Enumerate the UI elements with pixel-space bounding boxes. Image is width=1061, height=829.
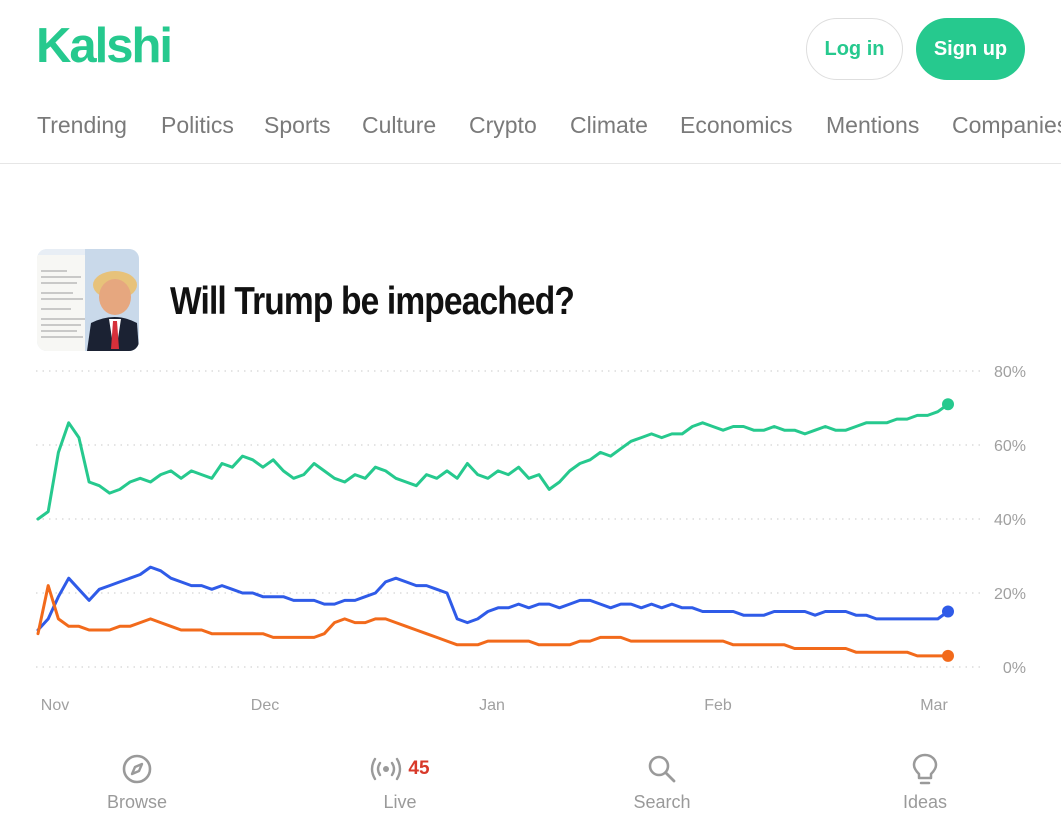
nav-item-crypto[interactable]: Crypto [469,112,537,138]
x-tick-label: Feb [704,697,732,714]
x-tick-label: Nov [41,697,69,714]
browse-label: Browse [106,792,168,812]
series-line-0 [36,402,950,521]
series-end-point-2[interactable] [942,649,954,662]
live-icon-row: 45 [330,752,470,786]
search-icon [592,752,732,786]
browse-tab[interactable]: Browse [67,752,207,813]
nav-item-economics[interactable]: Economics [680,112,793,138]
x-tick-label: Dec [251,697,279,714]
y-tick-label: 20% [994,586,1026,603]
ideas-tab[interactable]: Ideas [855,752,995,813]
login-button[interactable]: Log in [806,18,903,80]
nav-item-climate[interactable]: Climate [570,112,648,138]
live-label: Live [383,792,417,812]
series-end-point-1[interactable] [942,605,954,618]
series-line-1 [36,565,950,632]
nav-item-politics[interactable]: Politics [161,112,234,138]
trump-document-thumbnail-icon [37,249,139,351]
bottom-nav: Browse 45 Live Search Ideas [0,740,1061,829]
market-title: Will Trump be impeached? [170,280,575,323]
category-nav: Trending Politics Sports Culture Crypto … [0,112,1061,146]
market-thumbnail[interactable] [37,249,139,351]
compass-icon [67,752,207,786]
x-tick-label: Mar [920,697,948,714]
top-header: Kalshi Log in Sign up Trending Politics … [0,0,1061,164]
nav-item-trending[interactable]: Trending [37,112,127,138]
x-tick-label: Jan [479,697,505,714]
live-count-badge: 45 [408,758,430,779]
nav-item-mentions[interactable]: Mentions [826,112,920,138]
search-label: Search [633,792,691,812]
probability-chart: 80% 60% 40% 20% 0% Nov Dec Jan Feb Mar [36,364,1026,714]
nav-item-sports[interactable]: Sports [264,112,331,138]
nav-item-companies[interactable]: Companies [952,112,1061,138]
y-tick-label: 0% [1003,660,1026,677]
search-tab[interactable]: Search [592,752,732,813]
ideas-label: Ideas [902,792,948,812]
broadcast-icon [371,757,402,781]
live-tab[interactable]: 45 Live [330,752,470,813]
y-tick-label: 60% [994,438,1026,455]
series-end-point-0[interactable] [942,398,954,411]
signup-button[interactable]: Sign up [916,18,1025,80]
kalshi-logo[interactable]: Kalshi [36,19,173,73]
lightbulb-icon [855,752,995,786]
nav-item-culture[interactable]: Culture [362,112,437,138]
y-tick-label: 80% [994,364,1026,381]
y-tick-label: 40% [994,512,1026,529]
series-line-2 [36,584,950,658]
